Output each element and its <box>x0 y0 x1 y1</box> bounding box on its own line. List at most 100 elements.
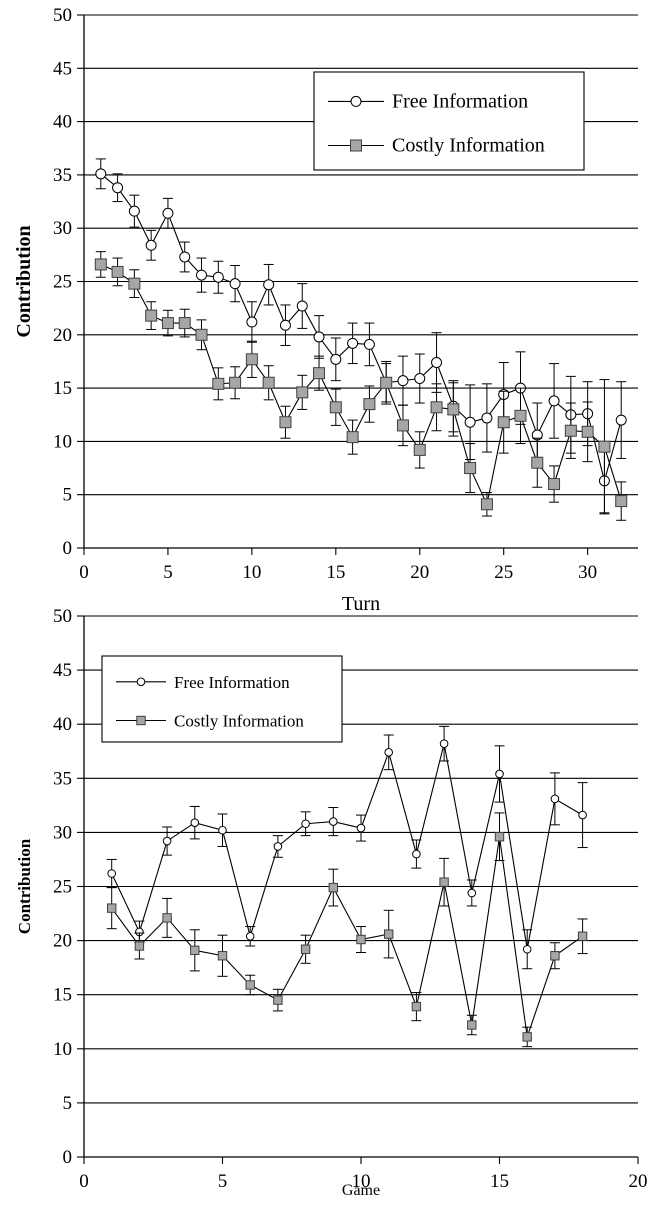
series-free-information <box>95 158 627 514</box>
y-tick-label: 35 <box>53 768 72 789</box>
data-point <box>346 431 359 444</box>
data-point <box>273 842 283 851</box>
data-point <box>245 980 255 990</box>
y-tick-label: 40 <box>53 112 72 133</box>
x-tick-label: 0 <box>79 1171 89 1192</box>
data-point <box>145 309 158 322</box>
y-tick-label: 50 <box>53 5 72 26</box>
y-tick-label: 10 <box>53 1039 72 1060</box>
x-tick-label: 20 <box>410 562 429 583</box>
data-point <box>431 357 443 369</box>
series-costly-information <box>106 812 588 1048</box>
data-point <box>196 269 208 281</box>
legend-marker <box>136 715 146 726</box>
data-point <box>273 995 283 1005</box>
legend: Free Information Costly Information <box>101 655 343 743</box>
legend-label: Costly Information <box>392 135 545 157</box>
data-point <box>218 825 227 835</box>
data-point <box>190 818 200 827</box>
y-tick-label: 10 <box>53 431 72 452</box>
data-point <box>548 478 561 491</box>
data-point <box>128 205 140 217</box>
data-point <box>550 794 560 804</box>
legend-label: Costly Information <box>174 712 304 731</box>
data-point <box>396 419 409 432</box>
data-point <box>161 317 174 330</box>
data-point <box>413 443 426 456</box>
data-point <box>550 951 560 961</box>
legend-box <box>101 655 343 743</box>
data-point <box>356 823 366 833</box>
data-point <box>564 424 577 437</box>
x-tick-label: 5 <box>218 1171 228 1192</box>
legend-item: Costly Information <box>328 135 545 157</box>
data-point <box>464 416 476 428</box>
x-tick-label: 5 <box>163 562 173 583</box>
y-tick-label: 0 <box>63 1147 73 1168</box>
data-point <box>229 376 242 389</box>
data-point <box>212 271 224 283</box>
x-tick-label: 15 <box>490 1171 509 1192</box>
legend-label: Free Information <box>392 90 528 112</box>
legend-item: Free Information <box>116 673 290 692</box>
data-point <box>329 401 342 414</box>
data-point <box>356 934 366 945</box>
data-point <box>480 498 493 511</box>
data-point <box>411 1001 422 1012</box>
data-point <box>134 941 145 951</box>
x-tick-label: 10 <box>352 1171 371 1192</box>
data-point <box>598 440 611 453</box>
chart-1: 0 5 10 15 20 25 30 35 40 45 50 0 5 10 15 20 25 30 Turn Cont… <box>13 5 638 615</box>
x-tick-label: 0 <box>79 562 89 583</box>
legend-marker <box>350 139 362 152</box>
y-tick-label: 20 <box>53 325 72 346</box>
data-point <box>296 300 308 312</box>
data-point <box>439 739 449 748</box>
series-costly-information <box>94 251 628 521</box>
data-point <box>263 279 275 291</box>
y-tick-label: 5 <box>63 1093 73 1114</box>
series-free-information <box>106 725 588 970</box>
series-line <box>111 836 583 1038</box>
y-tick-label: 25 <box>53 272 72 293</box>
data-point <box>162 913 172 923</box>
y-tick-label: 30 <box>53 822 72 843</box>
x-tick-label: 30 <box>578 562 597 583</box>
data-point <box>145 239 157 251</box>
data-point <box>107 869 116 878</box>
data-point <box>384 748 394 757</box>
data-point <box>112 182 124 194</box>
data-point <box>212 377 225 390</box>
data-point <box>128 277 141 290</box>
y-tick-label: 45 <box>53 58 72 79</box>
x-axis-title: Game <box>342 1182 380 1199</box>
data-point <box>514 409 527 422</box>
data-point <box>111 265 124 278</box>
data-point <box>229 278 241 290</box>
data-point <box>467 888 477 898</box>
legend-marker <box>136 677 146 687</box>
data-point <box>497 416 510 429</box>
legend-item: Costly Information <box>116 712 304 731</box>
legend-label: Free Information <box>174 673 290 692</box>
x-tick-label: 10 <box>242 562 261 583</box>
data-point <box>439 877 449 887</box>
data-point <box>548 395 560 407</box>
data-point <box>328 882 339 893</box>
x-tick-label: 20 <box>629 1171 648 1192</box>
data-point <box>178 317 191 330</box>
data-point <box>397 375 409 387</box>
y-tick-label: 45 <box>53 660 72 681</box>
data-point <box>94 258 107 271</box>
data-point <box>217 951 228 961</box>
data-point <box>313 367 326 380</box>
data-point <box>245 353 258 366</box>
data-point <box>347 337 359 349</box>
data-point <box>581 425 594 438</box>
data-point <box>301 819 310 829</box>
data-point <box>279 319 291 331</box>
data-point <box>162 207 174 219</box>
data-point <box>481 412 493 424</box>
chart-2: 0 5 10 15 20 25 30 35 40 45 50 0 5 10 15 20 Game Contribu… <box>15 606 648 1199</box>
